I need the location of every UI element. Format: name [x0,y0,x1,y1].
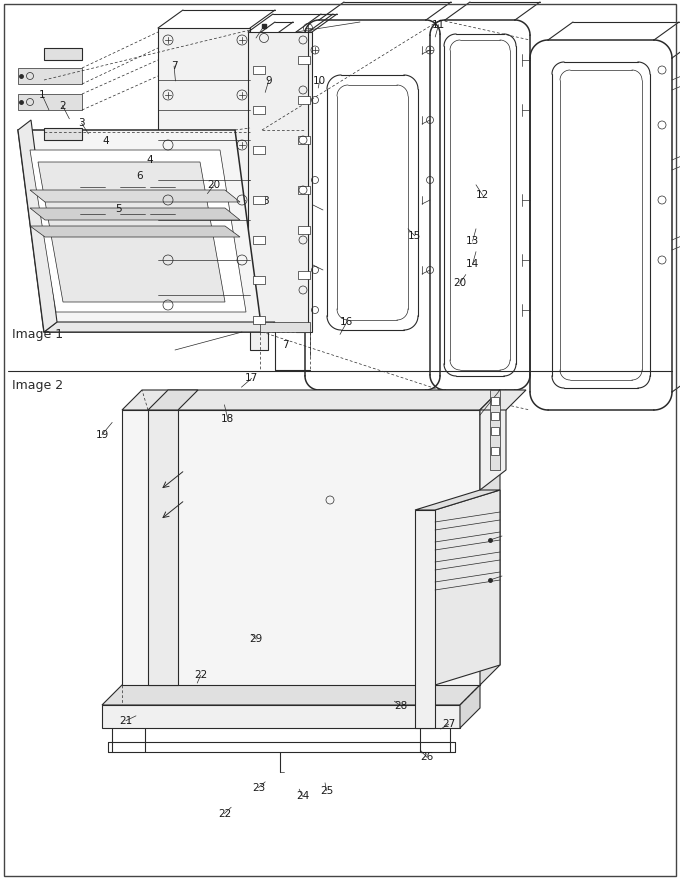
Polygon shape [415,490,500,510]
Polygon shape [18,68,82,84]
Bar [298,271,310,279]
Polygon shape [435,490,500,685]
Text: 24: 24 [296,791,309,802]
Text: 4: 4 [146,155,153,165]
Text: 4: 4 [102,136,109,146]
Text: 12: 12 [476,190,490,201]
Text: 11: 11 [432,19,445,30]
Polygon shape [158,28,250,320]
Text: 1: 1 [39,90,46,100]
Bar [491,447,499,455]
Polygon shape [490,390,500,470]
Polygon shape [44,322,275,332]
Polygon shape [102,685,480,705]
Polygon shape [44,48,82,60]
Bar [253,146,265,154]
Text: 29: 29 [250,634,263,644]
Polygon shape [148,410,178,685]
Text: 28: 28 [394,701,408,711]
Bar [253,66,265,74]
Polygon shape [18,94,82,110]
Polygon shape [30,150,246,312]
Bar [298,226,310,234]
Polygon shape [415,510,435,728]
Text: 7: 7 [282,340,289,350]
Text: 6: 6 [136,171,143,181]
Bar [491,427,499,435]
Text: 13: 13 [466,236,479,246]
Polygon shape [122,390,500,410]
Polygon shape [38,162,225,302]
Polygon shape [102,705,460,728]
Bar [491,397,499,405]
Text: 16: 16 [340,317,354,327]
Text: 25: 25 [320,786,333,796]
Bar [253,196,265,204]
Text: 8: 8 [262,195,269,206]
Bar [253,276,265,284]
Polygon shape [30,190,240,202]
Polygon shape [480,390,526,410]
Polygon shape [30,226,240,237]
Polygon shape [296,32,312,332]
Polygon shape [18,120,57,332]
Bar [253,106,265,114]
Text: 15: 15 [408,231,422,241]
Text: Image 1: Image 1 [12,328,63,341]
Polygon shape [248,32,308,325]
Text: 3: 3 [78,118,85,128]
Polygon shape [148,390,198,410]
Polygon shape [18,130,262,332]
Polygon shape [44,128,82,140]
Text: 5: 5 [116,204,122,215]
Text: 21: 21 [119,715,133,726]
Polygon shape [260,322,310,332]
Text: 14: 14 [466,259,479,269]
Text: 7: 7 [171,61,177,71]
Polygon shape [30,208,240,220]
Text: 17: 17 [245,373,258,384]
Bar [253,236,265,244]
Bar [298,136,310,144]
Bar [298,96,310,104]
Bar [298,186,310,194]
Bar [491,412,499,420]
Text: 20: 20 [453,278,466,289]
Text: 10: 10 [313,76,326,86]
Text: 20: 20 [207,180,221,190]
Polygon shape [122,410,480,685]
Text: 27: 27 [442,719,456,730]
Polygon shape [250,40,268,350]
Text: 23: 23 [252,782,265,793]
Bar [298,56,310,64]
Text: 19: 19 [95,429,109,440]
Text: 22: 22 [194,671,207,680]
Polygon shape [480,390,506,490]
Text: 22: 22 [218,809,231,818]
Text: 2: 2 [59,100,66,111]
Text: 9: 9 [265,76,272,86]
Text: 18: 18 [221,414,235,424]
Text: Image 2: Image 2 [12,379,63,392]
Text: 26: 26 [420,752,434,762]
Bar [253,316,265,324]
Polygon shape [480,390,500,685]
Polygon shape [460,685,480,728]
